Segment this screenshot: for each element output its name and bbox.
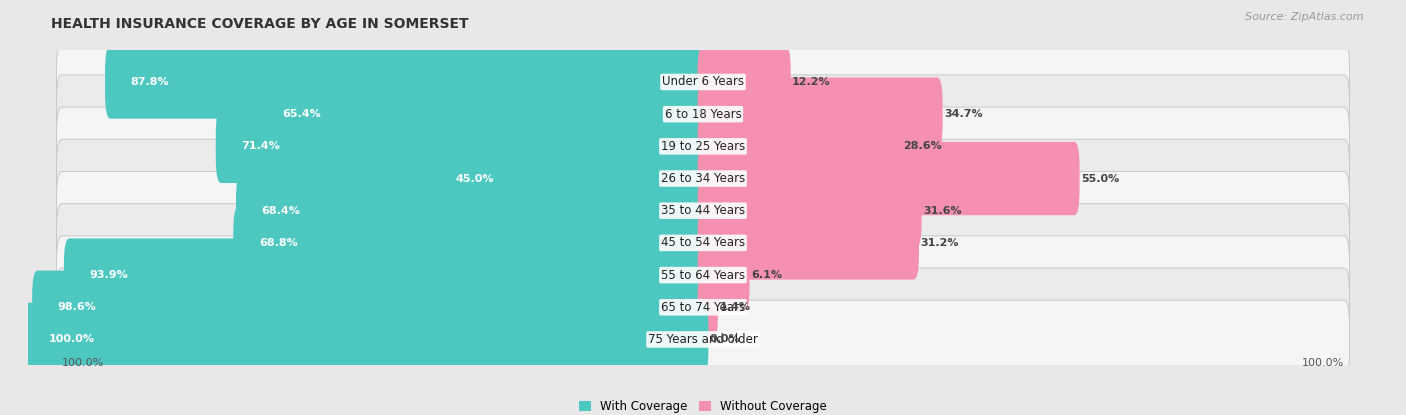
- FancyBboxPatch shape: [256, 78, 709, 151]
- Text: Under 6 Years: Under 6 Years: [662, 76, 744, 88]
- FancyBboxPatch shape: [56, 300, 1350, 379]
- FancyBboxPatch shape: [56, 171, 1350, 250]
- Text: 65.4%: 65.4%: [281, 109, 321, 119]
- Text: 12.2%: 12.2%: [792, 77, 831, 87]
- FancyBboxPatch shape: [56, 204, 1350, 282]
- FancyBboxPatch shape: [22, 303, 709, 376]
- FancyBboxPatch shape: [63, 238, 709, 312]
- FancyBboxPatch shape: [56, 236, 1350, 314]
- Text: 75 Years and older: 75 Years and older: [648, 333, 758, 346]
- Text: Source: ZipAtlas.com: Source: ZipAtlas.com: [1246, 12, 1364, 22]
- FancyBboxPatch shape: [697, 174, 922, 247]
- FancyBboxPatch shape: [394, 142, 709, 215]
- Text: 68.4%: 68.4%: [262, 206, 301, 216]
- Text: 28.6%: 28.6%: [903, 142, 942, 151]
- Text: 45.0%: 45.0%: [456, 173, 495, 183]
- FancyBboxPatch shape: [697, 271, 718, 344]
- FancyBboxPatch shape: [697, 78, 942, 151]
- FancyBboxPatch shape: [56, 107, 1350, 186]
- Text: 87.8%: 87.8%: [131, 77, 169, 87]
- Text: 93.9%: 93.9%: [90, 270, 128, 280]
- Text: 26 to 34 Years: 26 to 34 Years: [661, 172, 745, 185]
- FancyBboxPatch shape: [215, 110, 709, 183]
- FancyBboxPatch shape: [233, 206, 709, 280]
- Text: 71.4%: 71.4%: [242, 142, 280, 151]
- Text: 68.8%: 68.8%: [259, 238, 298, 248]
- FancyBboxPatch shape: [697, 45, 790, 119]
- FancyBboxPatch shape: [56, 268, 1350, 347]
- Text: 55.0%: 55.0%: [1081, 173, 1119, 183]
- Text: HEALTH INSURANCE COVERAGE BY AGE IN SOMERSET: HEALTH INSURANCE COVERAGE BY AGE IN SOME…: [51, 17, 468, 31]
- Text: 19 to 25 Years: 19 to 25 Years: [661, 140, 745, 153]
- Text: 65 to 74 Years: 65 to 74 Years: [661, 301, 745, 314]
- FancyBboxPatch shape: [105, 45, 709, 119]
- FancyBboxPatch shape: [697, 142, 1080, 215]
- FancyBboxPatch shape: [697, 238, 749, 312]
- Text: 98.6%: 98.6%: [58, 302, 97, 312]
- FancyBboxPatch shape: [56, 75, 1350, 154]
- Text: 100.0%: 100.0%: [1302, 358, 1344, 368]
- Text: 0.0%: 0.0%: [710, 334, 741, 344]
- Text: 35 to 44 Years: 35 to 44 Years: [661, 204, 745, 217]
- FancyBboxPatch shape: [32, 271, 709, 344]
- Text: 34.7%: 34.7%: [943, 109, 983, 119]
- Text: 55 to 64 Years: 55 to 64 Years: [661, 269, 745, 282]
- Text: 6 to 18 Years: 6 to 18 Years: [665, 107, 741, 121]
- FancyBboxPatch shape: [56, 43, 1350, 121]
- Text: 6.1%: 6.1%: [751, 270, 782, 280]
- Text: 100.0%: 100.0%: [62, 358, 104, 368]
- Legend: With Coverage, Without Coverage: With Coverage, Without Coverage: [579, 400, 827, 413]
- Text: 31.2%: 31.2%: [921, 238, 959, 248]
- Text: 31.6%: 31.6%: [922, 206, 962, 216]
- Text: 1.4%: 1.4%: [720, 302, 751, 312]
- Text: 100.0%: 100.0%: [48, 334, 94, 344]
- FancyBboxPatch shape: [697, 110, 901, 183]
- FancyBboxPatch shape: [697, 206, 920, 280]
- FancyBboxPatch shape: [56, 139, 1350, 218]
- FancyBboxPatch shape: [236, 174, 709, 247]
- Text: 45 to 54 Years: 45 to 54 Years: [661, 237, 745, 249]
